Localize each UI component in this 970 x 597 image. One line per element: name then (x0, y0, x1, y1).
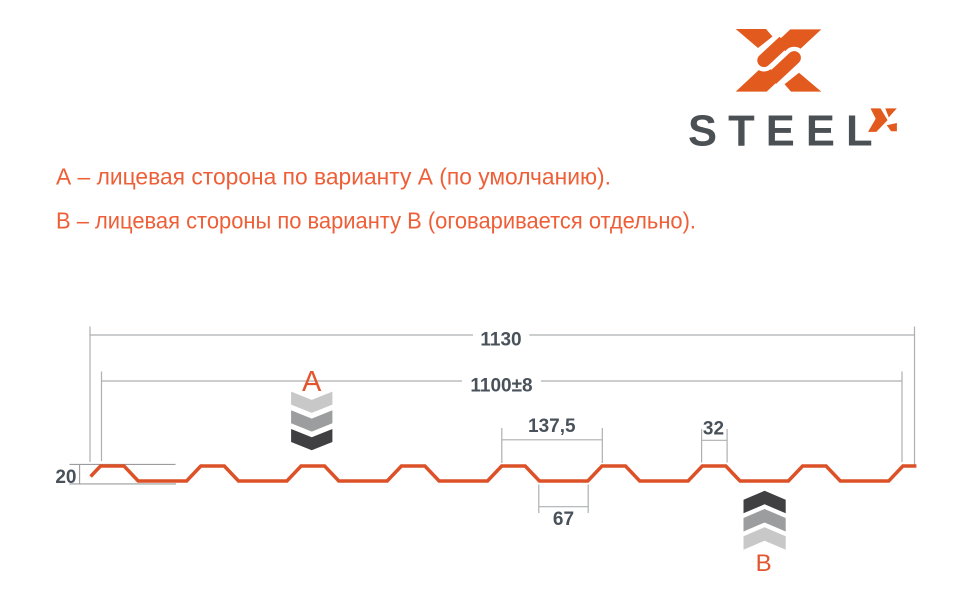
svg-text:1100±8: 1100±8 (470, 376, 532, 397)
svg-text:STEEL: STEEL (688, 108, 884, 156)
svg-text:67: 67 (553, 509, 574, 530)
svg-text:В: В (756, 550, 772, 577)
svg-text:А: А (302, 366, 322, 398)
svg-text:А – лицевая сторона по вариант: А – лицевая сторона по варианту А (по ум… (56, 163, 611, 189)
svg-text:137,5: 137,5 (528, 416, 576, 437)
svg-text:1130: 1130 (480, 329, 521, 350)
svg-text:В – лицевая стороны по вариант: В – лицевая стороны по варианту В (огова… (56, 208, 696, 234)
svg-text:20: 20 (55, 467, 76, 488)
svg-text:32: 32 (703, 418, 724, 439)
